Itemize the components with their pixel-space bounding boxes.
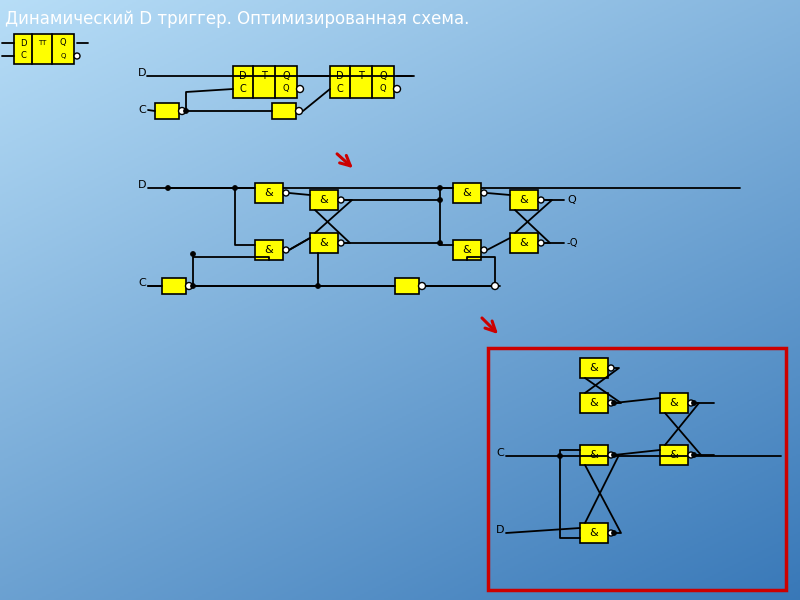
Bar [488, 348, 786, 590]
Text: D: D [336, 71, 344, 81]
Circle shape [538, 240, 544, 246]
Text: &: & [520, 195, 528, 205]
Text: &: & [590, 528, 598, 538]
Text: -Q: -Q [567, 238, 578, 248]
Circle shape [538, 197, 544, 203]
Bar [580, 393, 608, 413]
Circle shape [608, 400, 614, 406]
Text: &: & [590, 398, 598, 408]
Circle shape [481, 190, 487, 196]
Text: C: C [138, 105, 146, 115]
Circle shape [166, 185, 170, 191]
Text: C: C [138, 278, 146, 288]
Text: &: & [590, 363, 598, 373]
Circle shape [481, 247, 487, 253]
Bar [660, 393, 688, 413]
Bar [310, 190, 338, 210]
Circle shape [611, 530, 617, 535]
Circle shape [190, 251, 195, 257]
Circle shape [295, 107, 302, 115]
Text: Q: Q [282, 71, 290, 81]
Circle shape [283, 190, 289, 196]
Circle shape [438, 185, 442, 191]
Circle shape [691, 401, 697, 406]
Circle shape [233, 185, 238, 191]
Bar [233, 66, 297, 98]
Circle shape [608, 530, 614, 536]
Bar [155, 103, 179, 119]
Circle shape [186, 283, 193, 289]
Bar [255, 183, 283, 203]
Text: C: C [496, 448, 504, 458]
Bar [310, 233, 338, 253]
Text: &: & [670, 450, 678, 460]
Circle shape [438, 197, 442, 202]
Text: Q: Q [380, 85, 386, 94]
Text: &: & [320, 238, 328, 248]
Bar [580, 445, 608, 465]
Bar [510, 233, 538, 253]
Circle shape [691, 452, 697, 457]
Text: T: T [358, 71, 364, 81]
Text: D: D [239, 71, 247, 81]
Text: Q: Q [379, 71, 387, 81]
Bar [510, 190, 538, 210]
Text: TT: TT [38, 40, 46, 46]
Text: D: D [138, 180, 146, 190]
Circle shape [688, 452, 694, 458]
Circle shape [491, 283, 498, 289]
Text: &: & [265, 245, 274, 255]
Text: &: & [265, 188, 274, 198]
Text: &: & [462, 245, 471, 255]
Circle shape [183, 109, 189, 113]
Text: C: C [240, 84, 246, 94]
Bar [272, 103, 296, 119]
Circle shape [338, 240, 344, 246]
Circle shape [315, 283, 321, 289]
Text: C: C [337, 84, 343, 94]
Circle shape [394, 85, 401, 92]
Circle shape [74, 53, 80, 59]
Text: C: C [20, 52, 26, 61]
Bar [255, 240, 283, 260]
Circle shape [688, 400, 694, 406]
Text: D: D [20, 38, 26, 47]
Text: D: D [496, 525, 505, 535]
Text: Динамический D триггер. Оптимизированная схема.: Динамический D триггер. Оптимизированная… [5, 10, 470, 28]
Text: &: & [462, 188, 471, 198]
Circle shape [608, 452, 614, 458]
Bar [162, 278, 186, 294]
Text: &: & [670, 398, 678, 408]
Circle shape [611, 452, 617, 457]
Text: &: & [590, 450, 598, 460]
Text: Q: Q [567, 195, 576, 205]
Circle shape [297, 85, 303, 92]
Circle shape [611, 401, 617, 406]
Text: Q: Q [282, 85, 290, 94]
Bar [330, 66, 394, 98]
Circle shape [283, 247, 289, 253]
Bar [395, 278, 419, 294]
Bar [453, 183, 481, 203]
Circle shape [558, 454, 562, 458]
Text: Q: Q [60, 38, 66, 47]
Circle shape [418, 283, 426, 289]
Bar [580, 523, 608, 543]
Bar [580, 358, 608, 378]
Bar [660, 445, 688, 465]
Text: &: & [520, 238, 528, 248]
Circle shape [438, 241, 442, 245]
Circle shape [190, 283, 195, 289]
Text: &: & [320, 195, 328, 205]
Circle shape [178, 107, 186, 115]
Circle shape [608, 365, 614, 371]
Text: T: T [261, 71, 267, 81]
Text: D: D [138, 68, 146, 78]
Bar [14, 34, 74, 64]
Bar [453, 240, 481, 260]
Text: Q: Q [60, 53, 66, 59]
Circle shape [338, 197, 344, 203]
